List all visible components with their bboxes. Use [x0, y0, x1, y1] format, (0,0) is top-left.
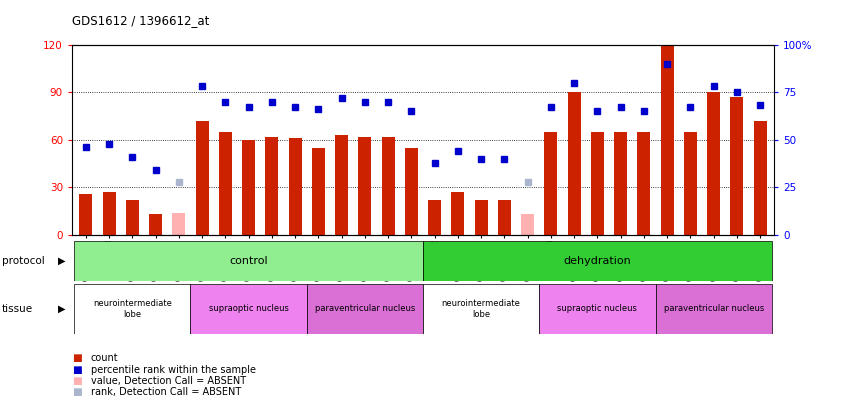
Bar — [288, 138, 301, 235]
Bar — [568, 92, 580, 235]
Text: ■: ■ — [72, 354, 82, 363]
Bar — [219, 132, 232, 235]
Text: ■: ■ — [72, 376, 82, 386]
Text: count: count — [91, 354, 118, 363]
Text: supraoptic nucleus: supraoptic nucleus — [209, 304, 288, 313]
Text: neurointermediate
lobe: neurointermediate lobe — [442, 299, 520, 318]
Bar — [359, 136, 371, 235]
Bar — [754, 121, 766, 235]
Text: rank, Detection Call = ABSENT: rank, Detection Call = ABSENT — [91, 388, 241, 397]
Bar — [684, 132, 697, 235]
Text: paraventricular nucleus: paraventricular nucleus — [315, 304, 415, 313]
Bar — [428, 200, 441, 235]
Bar — [423, 241, 772, 281]
Bar — [405, 148, 418, 235]
Bar — [498, 200, 511, 235]
Text: GDS1612 / 1396612_at: GDS1612 / 1396612_at — [72, 14, 209, 27]
Text: neurointermediate
lobe: neurointermediate lobe — [93, 299, 172, 318]
Bar — [173, 213, 185, 235]
Bar — [382, 136, 394, 235]
Bar — [126, 200, 139, 235]
Bar — [423, 284, 539, 334]
Text: ▶: ▶ — [58, 304, 65, 314]
Bar — [149, 214, 162, 235]
Text: percentile rank within the sample: percentile rank within the sample — [91, 365, 255, 375]
Bar — [545, 132, 558, 235]
Bar — [638, 132, 651, 235]
Bar — [521, 214, 534, 235]
Bar — [74, 241, 423, 281]
Text: ■: ■ — [72, 365, 82, 375]
Bar — [242, 140, 255, 235]
Bar — [195, 121, 208, 235]
Bar — [656, 284, 772, 334]
Bar — [190, 284, 307, 334]
Bar — [730, 97, 744, 235]
Bar — [335, 135, 348, 235]
Bar — [614, 132, 627, 235]
Text: tissue: tissue — [2, 304, 33, 314]
Text: ■: ■ — [72, 388, 82, 397]
Bar — [707, 92, 720, 235]
Bar — [539, 284, 656, 334]
Text: ▶: ▶ — [58, 256, 65, 266]
Text: supraoptic nucleus: supraoptic nucleus — [558, 304, 637, 313]
Bar — [102, 192, 116, 235]
Bar — [80, 194, 92, 235]
Bar — [661, 45, 673, 235]
Text: paraventricular nucleus: paraventricular nucleus — [663, 304, 764, 313]
Bar — [475, 200, 487, 235]
Bar — [452, 192, 464, 235]
Bar — [312, 148, 325, 235]
Bar — [591, 132, 604, 235]
Text: protocol: protocol — [2, 256, 45, 266]
Bar — [307, 284, 423, 334]
Bar — [266, 136, 278, 235]
Bar — [74, 284, 190, 334]
Text: dehydration: dehydration — [563, 256, 631, 266]
Text: control: control — [229, 256, 268, 266]
Text: value, Detection Call = ABSENT: value, Detection Call = ABSENT — [91, 376, 245, 386]
